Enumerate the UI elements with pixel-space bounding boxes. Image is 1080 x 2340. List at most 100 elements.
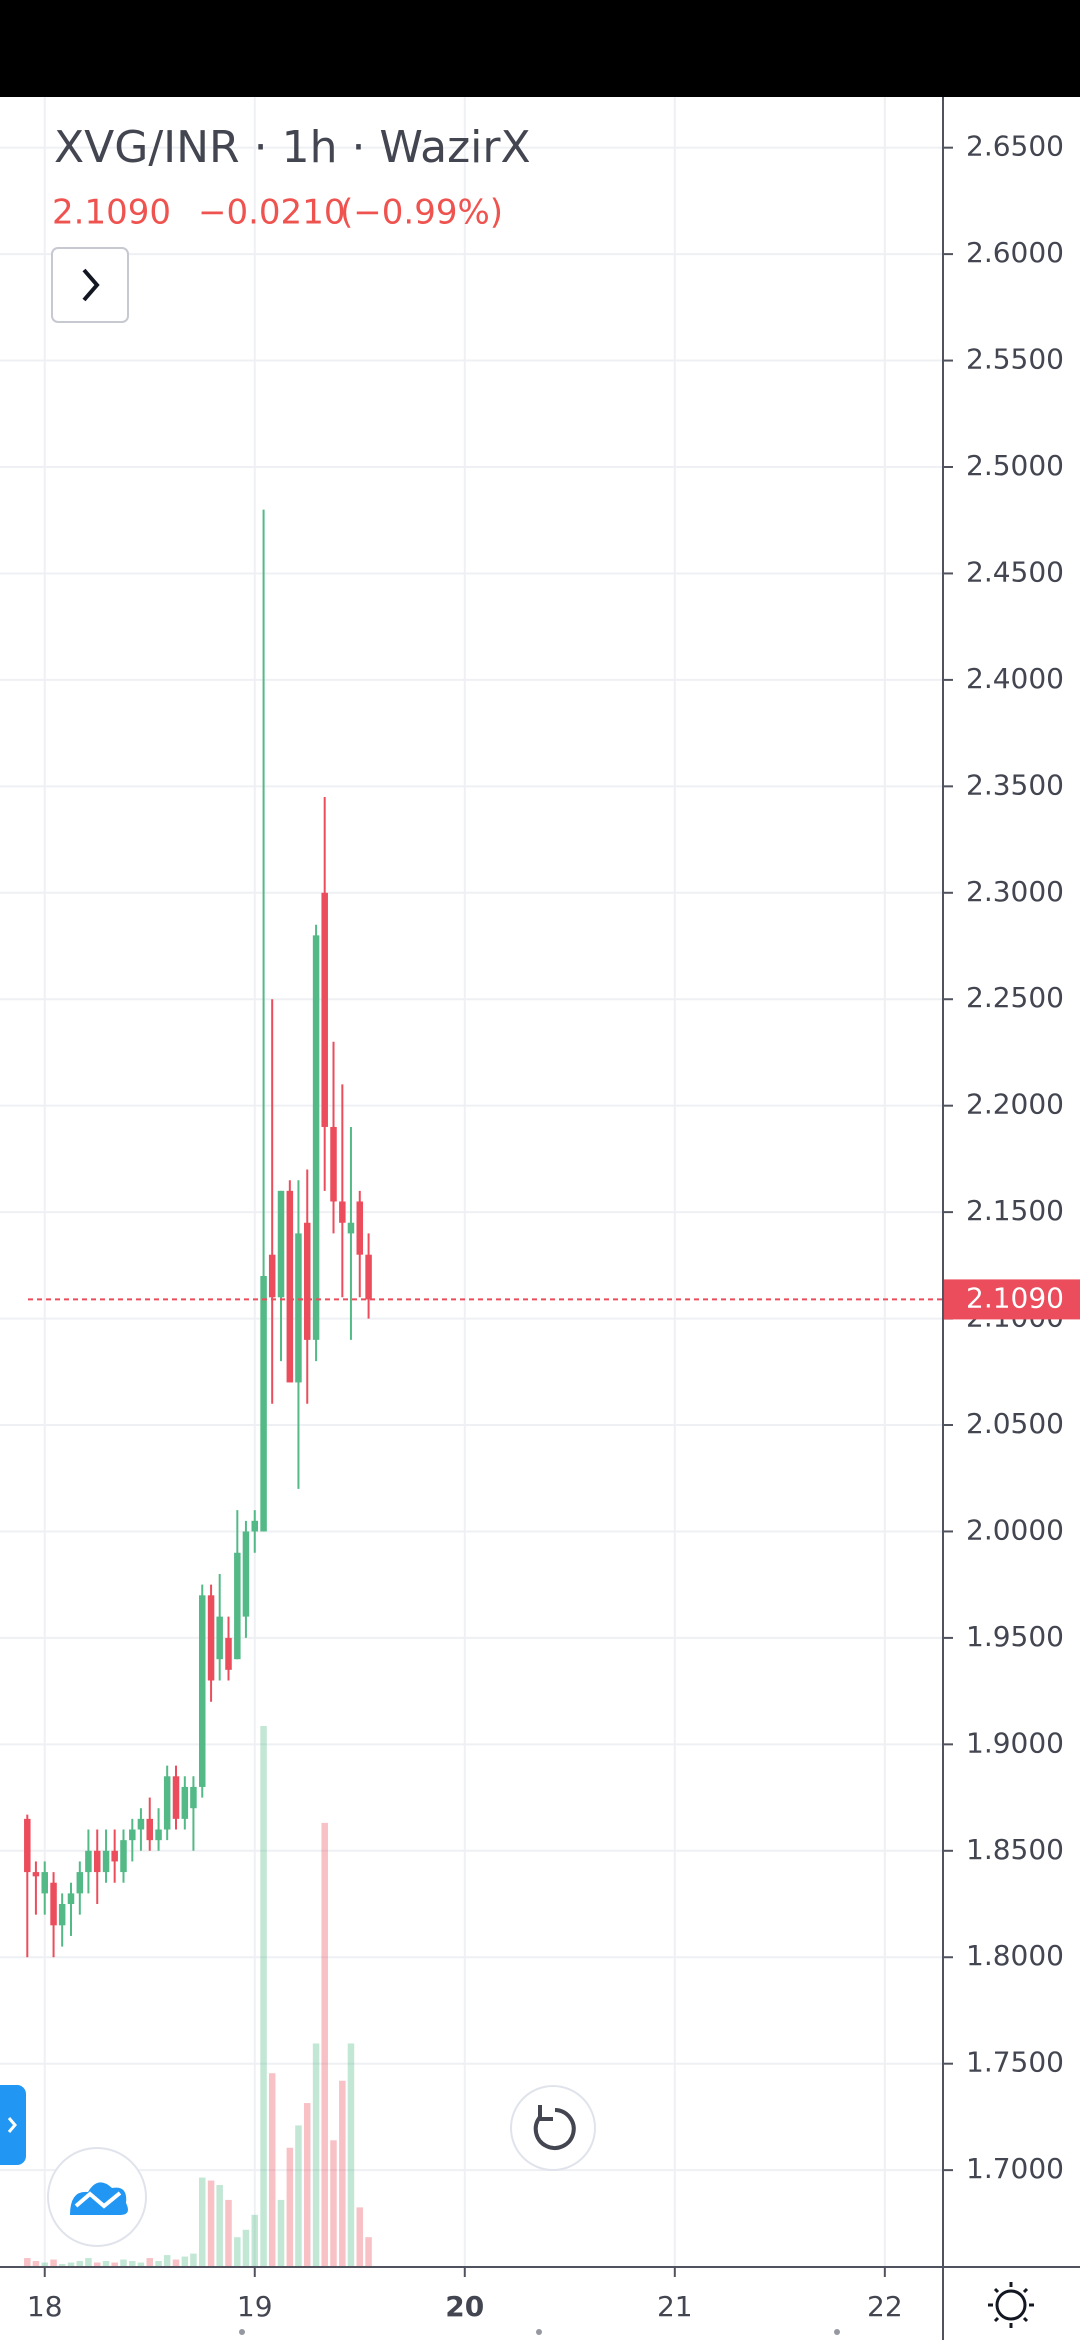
candle-body	[146, 1818, 153, 1841]
candle-body	[260, 1275, 267, 1532]
candle-body	[339, 1201, 346, 1223]
candle-body	[242, 1531, 250, 1617]
candle-body	[304, 1222, 311, 1340]
y-tick-label: 2.5500	[966, 343, 1064, 376]
volume-bar	[304, 2103, 311, 2267]
grid	[0, 97, 943, 2267]
reset-circle[interactable]	[510, 2085, 596, 2171]
marks	[24, 509, 372, 2267]
candle-body	[155, 1829, 162, 1841]
candle-body	[268, 1254, 276, 1298]
candle-body	[41, 1872, 48, 1894]
x-tick-label: 21	[657, 2290, 693, 2323]
volume-bar	[365, 2237, 372, 2267]
last-price-label: 2.1090	[966, 1281, 1064, 1314]
candle-body	[32, 1872, 40, 1877]
y-tick-label: 2.3000	[966, 875, 1064, 908]
volume-bar	[129, 2261, 136, 2267]
x-tick-label: 22	[867, 2290, 903, 2323]
volume-bar	[295, 2125, 302, 2267]
volume-bar	[102, 2261, 110, 2267]
candle-body	[234, 1552, 241, 1660]
candle-body	[286, 1190, 294, 1383]
volume-bar	[181, 2256, 189, 2267]
candle-body	[277, 1190, 285, 1298]
time-dot	[536, 2329, 542, 2335]
volume-bar	[268, 2073, 276, 2267]
volume-bar	[76, 2261, 84, 2267]
candle-body	[111, 1850, 118, 1862]
volume-bar	[32, 2261, 40, 2267]
volume-bar	[41, 2262, 48, 2267]
candle-body	[330, 1126, 337, 1202]
expand-button[interactable]	[51, 247, 129, 323]
candle-body	[181, 1786, 189, 1819]
y-tick-label: 2.2500	[966, 981, 1064, 1014]
candle-body	[93, 1850, 101, 1873]
y-tick-label: 2.5000	[966, 449, 1064, 482]
button-frame[interactable]	[51, 247, 129, 323]
logo-line	[74, 2191, 122, 2209]
volume-bar	[111, 2262, 118, 2267]
y-tick-label: 1.7500	[966, 2046, 1064, 2079]
sun-core[interactable]	[995, 2289, 1027, 2321]
y-tick-label: 2.4500	[966, 555, 1064, 588]
y-tick-label: 2.1500	[966, 1194, 1064, 1227]
side-tab[interactable]	[0, 2085, 26, 2165]
volume-bar	[146, 2258, 153, 2267]
candle-body	[172, 1776, 180, 1819]
y-tick-label: 2.0500	[966, 1407, 1064, 1440]
volume-bar	[190, 2253, 197, 2267]
volume-bar	[93, 2262, 101, 2267]
price-change-pct: (−0.99%)	[340, 193, 503, 233]
chart-title: XVG/INR · 1h · WazirX	[54, 122, 531, 173]
x-tick-label: 19	[237, 2290, 273, 2323]
candle-body	[129, 1829, 136, 1841]
candle-body	[199, 1595, 206, 1787]
volume-bar	[137, 2262, 145, 2267]
reset-arc	[533, 2108, 576, 2150]
candle-body	[347, 1222, 355, 1234]
volume-bar	[155, 2261, 162, 2267]
settings-icon[interactable]	[988, 2282, 1034, 2328]
volume-bar	[312, 2043, 320, 2267]
y-tick-label: 1.9500	[966, 1620, 1064, 1653]
volume-bar	[120, 2259, 127, 2267]
volume-bar	[50, 2259, 57, 2267]
side-tab-bg[interactable]	[0, 2085, 26, 2165]
candle-body	[58, 1904, 66, 1926]
candle-body	[312, 935, 320, 1340]
candle-body	[207, 1595, 215, 1681]
y-tick-label: 1.7000	[966, 2152, 1064, 2185]
candle-body	[120, 1840, 127, 1873]
volume-bar	[163, 2255, 171, 2267]
volume-bar	[339, 2080, 346, 2267]
logo-icon	[70, 2182, 128, 2215]
volume-bar	[216, 2185, 223, 2267]
y-tick-label: 2.4000	[966, 662, 1064, 695]
y-tick-label: 1.9000	[966, 1726, 1064, 1759]
volume-bar	[356, 2207, 364, 2267]
y-tick-label: 1.8000	[966, 1939, 1064, 1972]
candle-body	[365, 1254, 372, 1300]
y-tick-label: 2.2000	[966, 1088, 1064, 1121]
reset-button[interactable]	[510, 2085, 596, 2171]
logo-button[interactable]	[47, 2147, 147, 2247]
candle-body	[24, 1818, 31, 1873]
candle-body	[216, 1616, 223, 1660]
candle-body	[225, 1637, 232, 1670]
candle-body	[163, 1776, 171, 1830]
volume-bar	[330, 2140, 337, 2267]
sun-rays	[988, 2282, 1034, 2328]
candle-body	[76, 1872, 84, 1894]
candle-body	[356, 1201, 364, 1255]
x-tick-label: 20	[445, 2290, 484, 2323]
volume-bar	[85, 2258, 92, 2267]
volume-bar	[347, 2043, 355, 2267]
reset-arrow	[538, 2105, 553, 2121]
volume-bar	[172, 2259, 180, 2267]
volume-bar	[234, 2237, 241, 2267]
